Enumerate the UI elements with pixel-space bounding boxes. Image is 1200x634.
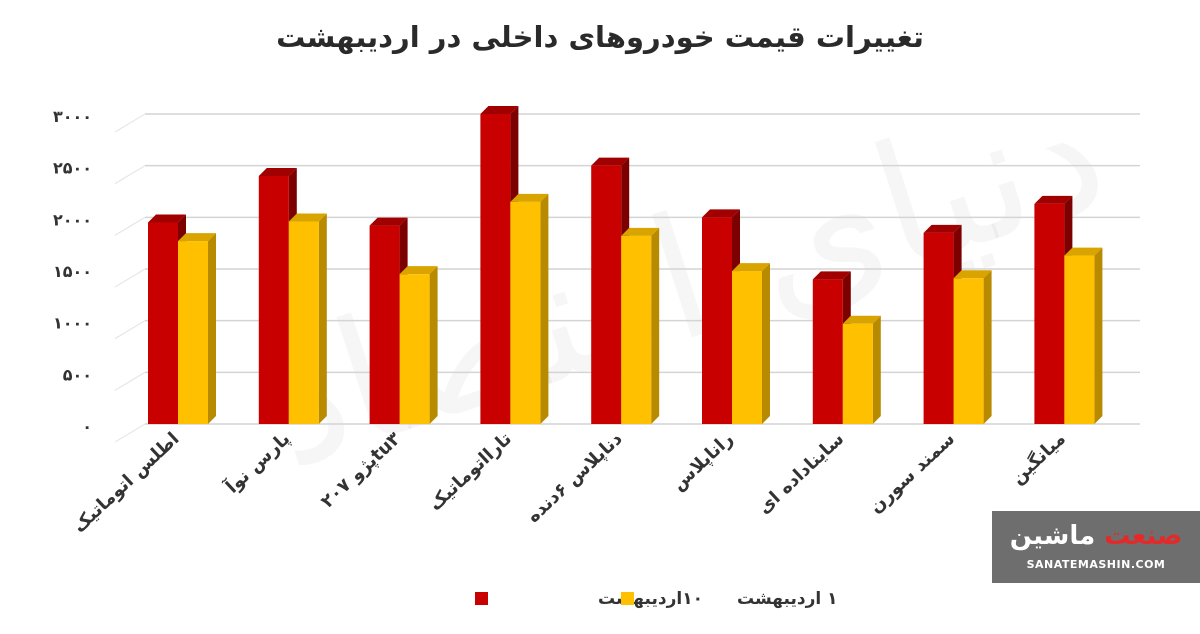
bar <box>621 235 652 424</box>
gridline-depth <box>114 216 146 236</box>
bar <box>258 176 289 424</box>
bar <box>1034 203 1065 424</box>
bar <box>178 241 208 424</box>
gridline-depth <box>114 113 146 133</box>
y-tick-label: ۲۰۰۰ <box>53 210 92 229</box>
gridline-depth <box>114 423 146 443</box>
bar-top <box>842 315 881 324</box>
gridline-depth <box>114 371 146 391</box>
y-tick-label: ۱۵۰۰ <box>53 262 92 281</box>
x-tick-label: تارااتوماتیک <box>425 428 516 515</box>
logo-wordmark: صنعت ماشین <box>992 521 1200 551</box>
bar <box>399 274 430 424</box>
bar-top <box>812 271 851 280</box>
bar-top <box>1034 195 1073 204</box>
y-tick-label: ۲۵۰۰ <box>53 159 92 178</box>
gridline-depth <box>114 165 146 185</box>
legend-label-series-1: ۱۰اردیبهشت <box>598 589 703 609</box>
y-tick-label: ۱۰۰۰ <box>53 314 92 333</box>
logo-word-1: صنعت <box>1104 521 1183 551</box>
legend-swatch-series-2 <box>621 592 634 605</box>
bar <box>148 222 178 424</box>
bar-top <box>148 214 186 223</box>
bar-side <box>208 233 216 424</box>
bar <box>1064 255 1095 424</box>
logo-word-2: ماشین <box>1009 521 1096 551</box>
bar <box>842 323 873 424</box>
legend-label-series-2: ۱ اردیبهشت <box>737 589 838 609</box>
bar-side <box>1094 247 1103 424</box>
bar-top <box>369 217 408 226</box>
bar-top <box>288 213 327 222</box>
gridline-depth <box>114 268 146 288</box>
chart-title: تغییرات قیمت خودروهای داخلی در اردیبهشت <box>276 20 924 54</box>
x-axis-ticks: اطلس اتوماتیک پارس نوآ پژو ۲۰۷tu۳ تارااتوما… <box>69 427 1070 537</box>
y-tick-label: ۵۰۰ <box>63 365 92 384</box>
bar-top <box>591 157 630 166</box>
bar <box>510 201 541 424</box>
bar-side <box>651 227 660 424</box>
bar <box>812 279 843 424</box>
bar-top <box>258 168 297 176</box>
bar-top <box>953 270 992 279</box>
bar <box>591 165 622 424</box>
x-tick-label: پژو ۲۰۷tu۳ <box>317 428 405 512</box>
bar-side <box>429 266 438 424</box>
bar-top <box>621 227 660 236</box>
bar-top <box>178 233 216 242</box>
bar-top <box>480 106 519 114</box>
legend: ۱۰اردیبهشت ۱ اردیبهشت <box>475 589 838 609</box>
logo-subtitle: SANATEMASHIN.COM <box>1026 558 1166 571</box>
bar <box>369 225 400 424</box>
x-tick-label: پارس نوآ <box>220 427 294 499</box>
x-tick-label: میانگین <box>1007 428 1070 489</box>
bar <box>732 271 762 424</box>
bar-top <box>1064 247 1103 256</box>
bar <box>288 221 319 424</box>
legend-swatch-series-1 <box>475 592 488 605</box>
x-tick-label: اطلس اتوماتیک <box>69 428 183 537</box>
x-tick-label: راناپلاس <box>668 428 737 495</box>
bar <box>480 114 511 424</box>
y-tick-label: ۰ <box>82 417 92 436</box>
bar-side <box>318 213 327 424</box>
y-tick-label: ۳۰۰۰ <box>53 107 92 126</box>
y-axis-ticks: ۰ ۵۰۰ ۱۰۰۰ ۱۵۰۰ ۲۰۰۰ ۲۵۰۰ ۳۰۰۰ <box>53 107 92 436</box>
bar-top <box>732 263 770 272</box>
bar-side <box>762 263 770 424</box>
site-logo: صنعت ماشین SANATEMASHIN.COM <box>992 511 1200 583</box>
bar-side <box>983 270 992 424</box>
x-tick-label: سایناداده ای <box>754 428 848 518</box>
bar-side <box>872 315 881 424</box>
x-tick-label: دناپلاس ۶دنده <box>523 428 627 527</box>
bar-top <box>923 224 962 233</box>
bar-side <box>540 193 549 424</box>
bar-top <box>510 193 549 202</box>
bars <box>148 106 1103 424</box>
bar-top <box>702 209 740 218</box>
x-tick-label: سمند سورن <box>865 428 959 517</box>
bar <box>923 232 954 424</box>
gridline-depth <box>114 320 146 340</box>
bar <box>702 217 732 424</box>
bar-top <box>399 266 438 275</box>
bar <box>953 278 984 424</box>
